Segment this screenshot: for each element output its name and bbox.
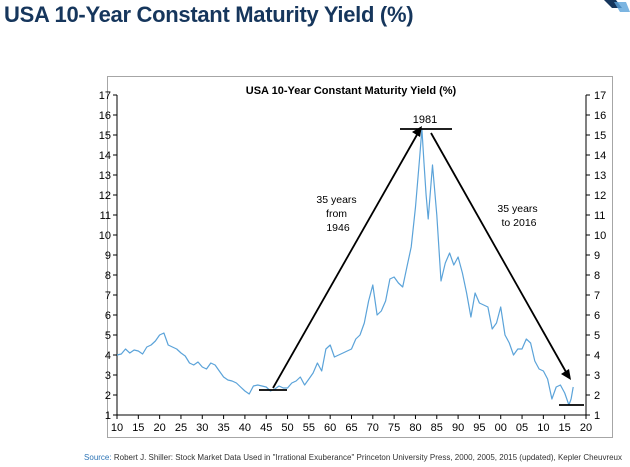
x-tick-label: 10 (537, 422, 549, 434)
source-label: Source: (84, 453, 112, 462)
rise-annotation: 35 years from 1946 (316, 194, 359, 234)
y-tick-label-right: 10 (594, 230, 606, 242)
x-tick-label: 85 (431, 422, 443, 434)
x-tick-label: 95 (473, 422, 485, 434)
source-text: Robert J. Shiller: Stock Market Data Use… (113, 453, 622, 462)
fall-annotation: 35 years to 2016 (497, 203, 540, 229)
x-tick-label: 45 (260, 422, 272, 434)
x-tick-label: 75 (388, 422, 400, 434)
x-tick-label: 10 (111, 422, 123, 434)
y-tick-label-left: 9 (105, 250, 111, 262)
brand-logo-icon (604, 0, 630, 12)
x-tick-label: 40 (239, 422, 251, 434)
y-tick-label-left: 6 (105, 310, 111, 322)
x-tick-label: 00 (495, 422, 507, 434)
x-tick-label: 55 (303, 422, 315, 434)
y-tick-label-left: 16 (99, 110, 111, 122)
y-tick-label-left: 8 (105, 270, 111, 282)
y-tick-label-right: 8 (594, 270, 600, 282)
x-tick-label: 30 (196, 422, 208, 434)
y-tick-label-left: 7 (105, 290, 111, 302)
y-tick-label-right: 7 (594, 290, 600, 302)
y-tick-label-right: 6 (594, 310, 600, 322)
y-tick-label-right: 14 (594, 150, 606, 162)
chart-frame (107, 76, 613, 438)
x-tick-label: 05 (516, 422, 528, 434)
y-tick-label-left: 12 (99, 190, 111, 202)
x-tick-label: 70 (367, 422, 379, 434)
y-tick-label-right: 16 (594, 110, 606, 122)
y-tick-label-right: 4 (594, 350, 600, 362)
arrow-rise (272, 132, 419, 389)
x-tick-label: 50 (281, 422, 293, 434)
x-tick-label: 20 (154, 422, 166, 434)
y-tick-label-left: 13 (99, 170, 111, 182)
y-tick-label-right: 15 (594, 130, 606, 142)
y-tick-label-left: 4 (105, 350, 111, 362)
y-tick-label-left: 10 (99, 230, 111, 242)
x-tick-label: 60 (324, 422, 336, 434)
y-tick-label-right: 1 (594, 410, 600, 422)
x-tick-label: 90 (452, 422, 464, 434)
chart-title: USA 10-Year Constant Maturity Yield (%) (246, 85, 457, 97)
y-tick-label-right: 11 (594, 210, 605, 222)
y-tick-label-left: 14 (99, 150, 111, 162)
arrow-fall (430, 132, 567, 373)
y-tick-label-left: 11 (100, 210, 111, 222)
y-tick-label-right: 13 (594, 170, 606, 182)
y-tick-label-left: 2 (105, 390, 111, 402)
y-tick-label-right: 2 (594, 390, 600, 402)
y-tick-label-left: 15 (99, 130, 111, 142)
source-note: Source: Robert J. Shiller: Stock Market … (0, 453, 622, 462)
peak-1981-label: 1981 (413, 114, 437, 126)
x-tick-label: 15 (132, 422, 144, 434)
y-tick-label-right: 12 (594, 190, 606, 202)
x-tick-label: 65 (345, 422, 357, 434)
y-tick-label-left: 17 (99, 90, 111, 102)
x-tick-label: 20 (580, 422, 592, 434)
y-tick-label-left: 5 (105, 330, 111, 342)
y-tick-label-right: 17 (594, 90, 606, 102)
x-tick-label: 25 (175, 422, 187, 434)
x-tick-label: 15 (559, 422, 571, 434)
y-tick-label-right: 9 (594, 250, 600, 262)
y-tick-label-left: 1 (105, 410, 111, 422)
y-tick-label-right: 5 (594, 330, 600, 342)
x-tick-label: 80 (409, 422, 421, 434)
arrow-fall-head (561, 369, 571, 380)
x-tick-label: 35 (217, 422, 229, 434)
y-tick-label-right: 3 (594, 370, 600, 382)
yield-series-line (116, 128, 574, 406)
y-tick-label-left: 3 (105, 370, 111, 382)
page-title: USA 10-Year Constant Maturity Yield (%) (4, 2, 414, 27)
